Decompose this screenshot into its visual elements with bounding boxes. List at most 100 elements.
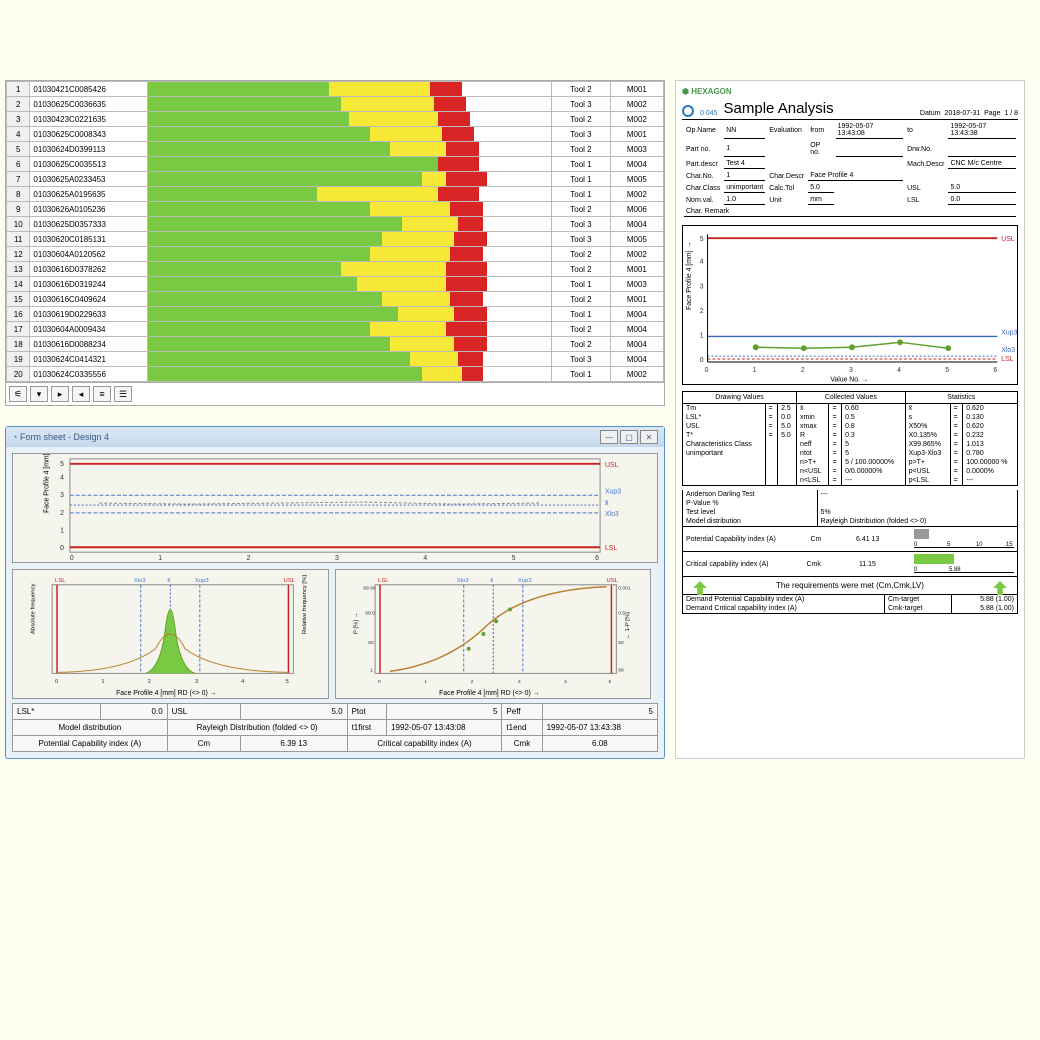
svg-text:Value No. →: Value No. → — [830, 377, 868, 384]
svg-text:4: 4 — [423, 555, 427, 562]
svg-text:0.5: 0.5 — [618, 610, 625, 616]
svg-text:1: 1 — [60, 528, 64, 535]
table-row[interactable]: 901030626A0105236 Tool 2M006 — [7, 202, 664, 217]
table-row[interactable]: 801030625A0195635 Tool 1M002 — [7, 187, 664, 202]
svg-text:Xup3: Xup3 — [195, 578, 209, 584]
svg-text:LSL: LSL — [378, 578, 389, 584]
svg-text:x̄: x̄ — [490, 578, 493, 584]
grid-toolbar: ⚟ ▾ ▸ ◂ ≡ ☰ — [6, 382, 664, 405]
svg-text:5: 5 — [700, 236, 704, 243]
svg-text:0: 0 — [60, 545, 64, 552]
report-title: Sample Analysis — [724, 100, 914, 117]
settings-icon[interactable]: ≡ — [93, 386, 111, 402]
svg-text:USL: USL — [605, 462, 619, 469]
table-row[interactable]: 2001030624C0335556 Tool 1M002 — [7, 367, 664, 382]
svg-text:2: 2 — [470, 679, 473, 685]
svg-text:4: 4 — [564, 679, 567, 685]
svg-text:1: 1 — [753, 367, 757, 374]
svg-text:Xup3: Xup3 — [605, 488, 621, 495]
table-row[interactable]: 101030421C0085426 Tool 2M001 — [7, 82, 664, 97]
svg-text:6: 6 — [993, 367, 997, 374]
svg-text:3: 3 — [335, 555, 339, 562]
report-run-chart: Face Profile 4 [mm] → USL LSL Xup3 Xlo3 … — [682, 225, 1018, 385]
minimize-icon[interactable]: — — [600, 430, 618, 444]
svg-text:50: 50 — [368, 640, 374, 646]
svg-text:50: 50 — [618, 640, 624, 646]
arrow-up-icon — [993, 581, 1007, 595]
svg-text:4: 4 — [60, 475, 64, 482]
table-row[interactable]: 1301030616D0378262 Tool 2M001 — [7, 262, 664, 277]
maximize-icon[interactable]: ▢ — [620, 430, 638, 444]
svg-text:1: 1 — [700, 332, 704, 339]
svg-text:2: 2 — [247, 555, 251, 562]
report-type-icon — [682, 105, 694, 117]
svg-text:99.99: 99.99 — [363, 586, 376, 592]
svg-text:0: 0 — [700, 357, 704, 364]
table-row[interactable]: 701030625A0233453 Tool 1M005 — [7, 172, 664, 187]
svg-text:← 1-P [%]: ← 1-P [%] — [625, 612, 631, 639]
svg-text:0: 0 — [55, 679, 59, 685]
svg-text:Xup3: Xup3 — [1001, 329, 1017, 336]
table-row[interactable]: 1001030625D0357333 Tool 3M004 — [7, 217, 664, 232]
svg-text:3: 3 — [195, 679, 199, 685]
sort-icon[interactable]: ▾ — [30, 386, 48, 402]
close-icon[interactable]: ✕ — [640, 430, 658, 444]
svg-text:USL: USL — [283, 578, 295, 584]
svg-text:USL: USL — [606, 578, 618, 584]
form-stats-table: LSL*0.0 USL5.0 Ptot5 Peff5 Model distrib… — [12, 703, 658, 752]
table-row[interactable]: 601030625C0035513 Tool 1M004 — [7, 157, 664, 172]
svg-text:6: 6 — [595, 555, 599, 562]
expand-icon[interactable]: ▸ — [51, 386, 69, 402]
svg-text:Face Profile 4 [mm] →: Face Profile 4 [mm] → — [686, 242, 693, 310]
svg-text:Absolute frequency: Absolute frequency — [30, 584, 36, 634]
svg-text:LSL: LSL — [1001, 356, 1013, 363]
svg-text:2: 2 — [801, 367, 805, 374]
report-statistics-table: Drawing ValuesCollected ValuesStatistics… — [682, 391, 1018, 486]
svg-text:1: 1 — [101, 679, 104, 685]
table-row[interactable]: 1601030619D0229633 Tool 1M004 — [7, 307, 664, 322]
filter-icon[interactable]: ⚟ — [9, 386, 27, 402]
svg-text:4: 4 — [897, 367, 901, 374]
table-row[interactable]: 401030625C0008343 Tool 3M001 — [7, 127, 664, 142]
table-row[interactable]: 1101030620C0185131 Tool 3M005 — [7, 232, 664, 247]
svg-text:99: 99 — [618, 667, 624, 673]
svg-text:5: 5 — [608, 679, 611, 685]
svg-text:3: 3 — [849, 367, 853, 374]
table-row[interactable]: 1501030616C0409624 Tool 2M001 — [7, 292, 664, 307]
svg-text:Face Profile 4 [mm] RD (<> 0): Face Profile 4 [mm] RD (<> 0) → — [116, 690, 216, 697]
report-code: 0 045 — [700, 110, 718, 117]
svg-text:5: 5 — [60, 461, 64, 468]
data-grid[interactable]: 101030421C0085426 Tool 2M001201030625C00… — [5, 80, 665, 406]
form-sheet-window: ◔ Form sheet - Design 4 — ▢ ✕ Face Profi… — [5, 426, 665, 759]
window-title: Form sheet - Design 4 — [20, 432, 109, 442]
svg-text:5: 5 — [945, 367, 949, 374]
table-row[interactable]: 1401030616D0319244 Tool 1M003 — [7, 277, 664, 292]
svg-text:1: 1 — [370, 667, 373, 673]
table-row[interactable]: 1801030616D0088234 Tool 2M004 — [7, 337, 664, 352]
svg-text:Xlo3: Xlo3 — [456, 578, 469, 584]
list-icon[interactable]: ☰ — [114, 386, 132, 402]
svg-text:1: 1 — [424, 679, 427, 685]
svg-text:x̄: x̄ — [167, 578, 170, 584]
table-row[interactable]: 501030624D0399113 Tool 2M003 — [7, 142, 664, 157]
table-row[interactable]: 1901030624C0414321 Tool 3M004 — [7, 352, 664, 367]
hexagon-logo-icon: ⬢ HEXAGON — [682, 87, 732, 96]
arrow-up-icon — [693, 581, 707, 595]
svg-text:Xlo3: Xlo3 — [1001, 347, 1015, 354]
table-row[interactable]: 1701030604A0009434 Tool 2M004 — [7, 322, 664, 337]
table-row[interactable]: 301030423C0221635 Tool 2M002 — [7, 112, 664, 127]
run-chart: Face Profile 4 [mm] USL LSL Xup3 x̄ Xlo3 — [12, 453, 658, 563]
svg-text:LSL: LSL — [605, 545, 617, 552]
svg-text:99.5: 99.5 — [365, 610, 375, 616]
table-row[interactable]: 201030625C0036635 Tool 3M002 — [7, 97, 664, 112]
requirements-met-banner: The requirements were met (Cm,Cmk,LV) — [682, 577, 1018, 595]
svg-text:1: 1 — [158, 555, 162, 562]
svg-text:0: 0 — [378, 679, 381, 685]
svg-text:4: 4 — [241, 679, 245, 685]
svg-text:Xup3: Xup3 — [517, 578, 531, 584]
collapse-icon[interactable]: ◂ — [72, 386, 90, 402]
svg-text:Xlo3: Xlo3 — [134, 578, 147, 584]
svg-text:Relative frequency [%]: Relative frequency [%] — [302, 575, 308, 634]
table-row[interactable]: 1201030604A0120562 Tool 2M002 — [7, 247, 664, 262]
svg-text:2: 2 — [60, 510, 64, 517]
